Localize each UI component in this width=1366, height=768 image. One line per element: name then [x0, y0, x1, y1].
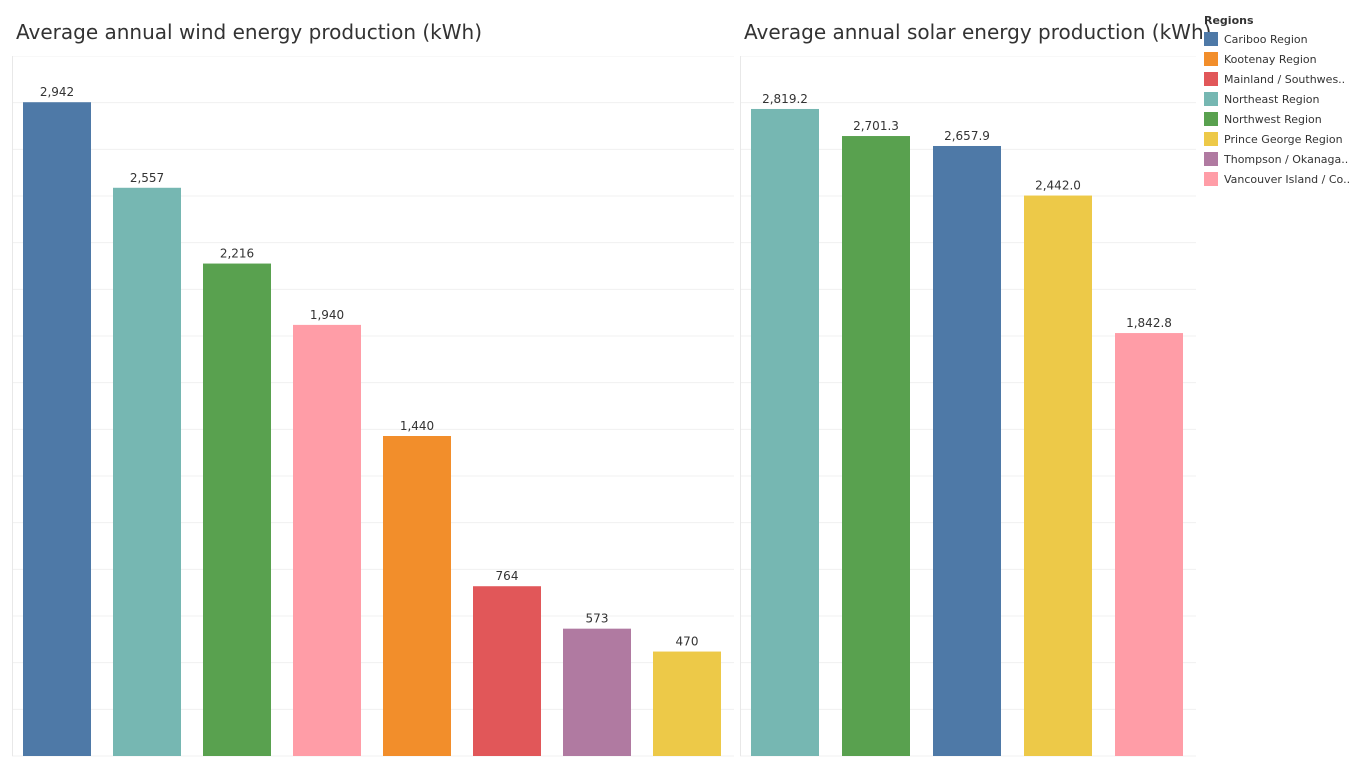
bar[interactable] [383, 436, 451, 756]
bar-value-label: 2,216 [220, 247, 254, 261]
solar-chart-svg: 2,819.2 2,701.3 2,657.9 2,442.0 1,842.8 [740, 55, 1196, 757]
legend-item[interactable]: Thompson / Okanaga.. [1204, 149, 1364, 169]
legend-item[interactable]: Vancouver Island / Co.. [1204, 169, 1364, 189]
wind-chart-title: Average annual wind energy production (k… [16, 20, 483, 44]
bar-value-label: 1,940 [310, 308, 344, 322]
bar-value-label: 470 [676, 635, 699, 649]
legend-label: Mainland / Southwes.. [1224, 72, 1346, 86]
legend-item[interactable]: Kootenay Region [1204, 49, 1364, 69]
bar[interactable] [23, 102, 91, 756]
legend-swatch [1204, 132, 1218, 146]
bar[interactable] [1115, 333, 1183, 756]
wind-chart-svg: 2,942 2,557 2,216 1,940 1,440 764 573 470 [12, 55, 734, 757]
legend-swatch [1204, 52, 1218, 66]
legend-label: Northwest Region [1224, 112, 1322, 126]
bar[interactable] [563, 628, 631, 756]
legend-label: Prince George Region [1224, 132, 1343, 146]
legend-swatch [1204, 112, 1218, 126]
bar[interactable] [842, 136, 910, 756]
legend-swatch [1204, 92, 1218, 106]
bar[interactable] [653, 651, 721, 756]
bar-value-label: 1,842.8 [1126, 316, 1172, 330]
solar-chart-plot: 2,819.2 2,701.3 2,657.9 2,442.0 1,842.8 [740, 55, 1196, 758]
legend-item[interactable]: Cariboo Region [1204, 29, 1364, 49]
bar[interactable] [751, 108, 819, 757]
legend-label: Cariboo Region [1224, 32, 1308, 46]
legend-label: Kootenay Region [1224, 52, 1317, 66]
bar[interactable] [203, 263, 271, 756]
bar-value-label: 2,819.2 [762, 92, 808, 106]
legend-swatch [1204, 172, 1218, 186]
legend-item[interactable]: Northwest Region [1204, 109, 1364, 129]
legend-items: Cariboo Region Kootenay Region Mainland / … [1204, 29, 1364, 189]
bar[interactable] [113, 187, 181, 756]
bar-value-label: 2,557 [130, 171, 164, 185]
bar[interactable] [293, 324, 361, 756]
legend-swatch [1204, 72, 1218, 86]
legend-swatch [1204, 152, 1218, 166]
legend-title: Regions [1204, 14, 1254, 27]
bar-value-label: 2,442.0 [1035, 179, 1081, 193]
solar-chart-title: Average annual solar energy production (… [744, 20, 1212, 44]
legend-label: Northeast Region [1224, 92, 1320, 106]
bar[interactable] [473, 586, 541, 756]
bar-value-label: 2,657.9 [944, 129, 990, 143]
legend-item[interactable]: Prince George Region [1204, 129, 1364, 149]
legend-item[interactable]: Northeast Region [1204, 89, 1364, 109]
bar-value-label: 2,701.3 [853, 119, 899, 133]
legend-label: Thompson / Okanaga.. [1224, 152, 1349, 166]
legend-item[interactable]: Mainland / Southwes.. [1204, 69, 1364, 89]
bar-value-label: 764 [496, 569, 519, 583]
legend-swatch [1204, 32, 1218, 46]
bar-value-label: 2,942 [40, 85, 74, 99]
legend: Regions Cariboo Region Kootenay Region Mai… [1204, 14, 1364, 189]
wind-chart-plot: 2,942 2,557 2,216 1,940 1,440 764 573 470 [12, 55, 734, 758]
legend-label: Vancouver Island / Co.. [1224, 172, 1351, 186]
bar[interactable] [1024, 195, 1092, 756]
bar[interactable] [933, 145, 1001, 756]
bar-value-label: 573 [586, 612, 609, 626]
bar-value-label: 1,440 [400, 419, 434, 433]
